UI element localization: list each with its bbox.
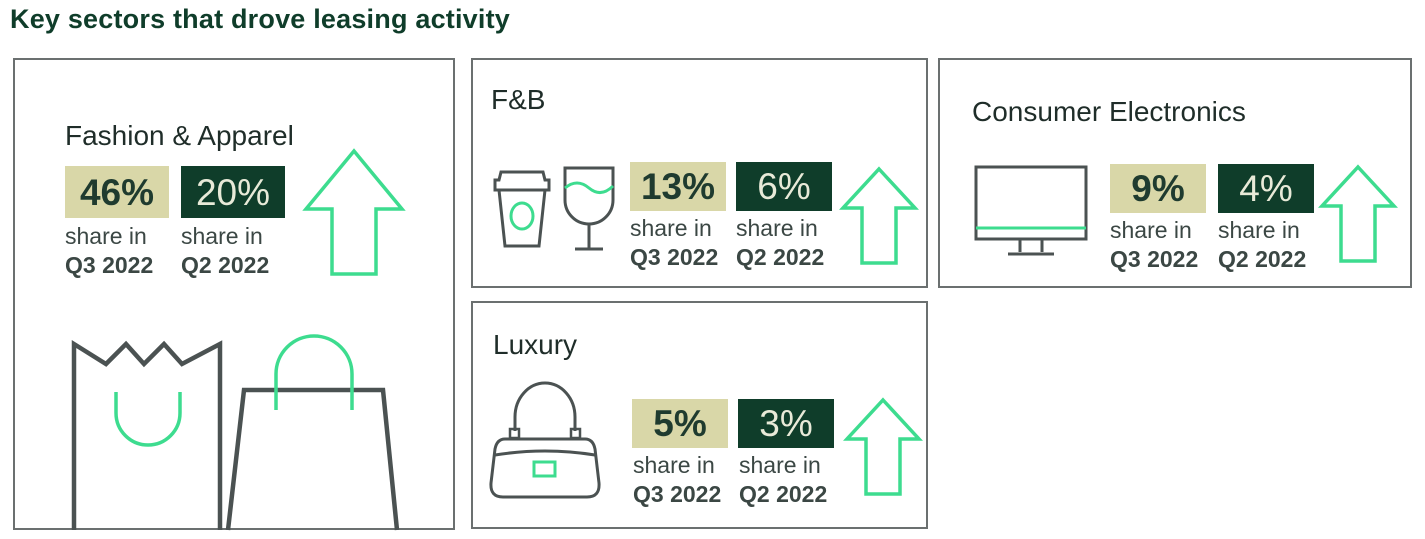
sector-card-fnb: F&B 13% 6% share in Q3 2022 share in Q2 …	[471, 58, 928, 288]
period-label: Q2 2022	[181, 252, 270, 278]
monitor-icon	[974, 164, 1090, 258]
period-label: Q3 2022	[633, 481, 722, 507]
q3-caption: share in Q3 2022	[1110, 216, 1198, 274]
share-label: share in	[65, 223, 147, 249]
q2-share-badge: 20%	[181, 166, 285, 218]
q2-share-badge: 3%	[738, 399, 834, 448]
period-label: Q2 2022	[736, 244, 825, 270]
wine-glass-icon	[561, 166, 617, 252]
q2-share-badge: 4%	[1218, 164, 1314, 213]
sector-name: Luxury	[493, 329, 578, 360]
share-label: share in	[736, 215, 818, 241]
q3-caption: share in Q3 2022	[633, 451, 721, 509]
sector-card-luxury: Luxury 5% 3% share in Q3 2022 share in Q…	[471, 301, 928, 529]
q3-caption: share in Q3 2022	[630, 214, 718, 272]
sector-card-consumer-electronics: Consumer Electronics 9% 4% share in Q3 2…	[938, 58, 1412, 288]
period-label: Q3 2022	[65, 252, 154, 278]
q2-caption: share in Q2 2022	[1218, 216, 1306, 274]
q2-caption: share in Q2 2022	[181, 222, 269, 280]
shopping-bag-icon	[70, 334, 410, 533]
sector-card-fashion-apparel: Fashion & Apparel 46% 20% share in Q3 20…	[13, 58, 455, 533]
page-title: Key sectors that drove leasing activity	[10, 4, 510, 34]
q3-share-badge: 5%	[632, 399, 728, 448]
share-label: share in	[1218, 217, 1300, 243]
q3-share-badge: 9%	[1110, 164, 1206, 213]
period-label: Q3 2022	[630, 244, 719, 270]
period-label: Q2 2022	[1218, 246, 1307, 272]
handbag-icon	[489, 377, 601, 501]
coffee-cup-icon	[493, 168, 553, 248]
q3-caption: share in Q3 2022	[65, 222, 153, 280]
share-label: share in	[630, 215, 712, 241]
up-arrow-icon	[839, 166, 919, 266]
q2-caption: share in Q2 2022	[739, 451, 827, 509]
share-label: share in	[181, 223, 263, 249]
sector-name: Fashion & Apparel	[65, 120, 294, 151]
share-label: share in	[1110, 217, 1192, 243]
sector-name: Consumer Electronics	[972, 96, 1246, 127]
q2-share-badge: 6%	[736, 162, 832, 211]
up-arrow-icon	[843, 397, 923, 497]
share-label: share in	[633, 452, 715, 478]
share-label: share in	[739, 452, 821, 478]
up-arrow-icon	[302, 148, 406, 278]
q3-share-badge: 13%	[630, 162, 726, 211]
q3-share-badge: 46%	[65, 166, 169, 218]
sector-name: F&B	[491, 84, 546, 115]
period-label: Q2 2022	[739, 481, 828, 507]
period-label: Q3 2022	[1110, 246, 1199, 272]
up-arrow-icon	[1318, 164, 1398, 264]
q2-caption: share in Q2 2022	[736, 214, 824, 272]
